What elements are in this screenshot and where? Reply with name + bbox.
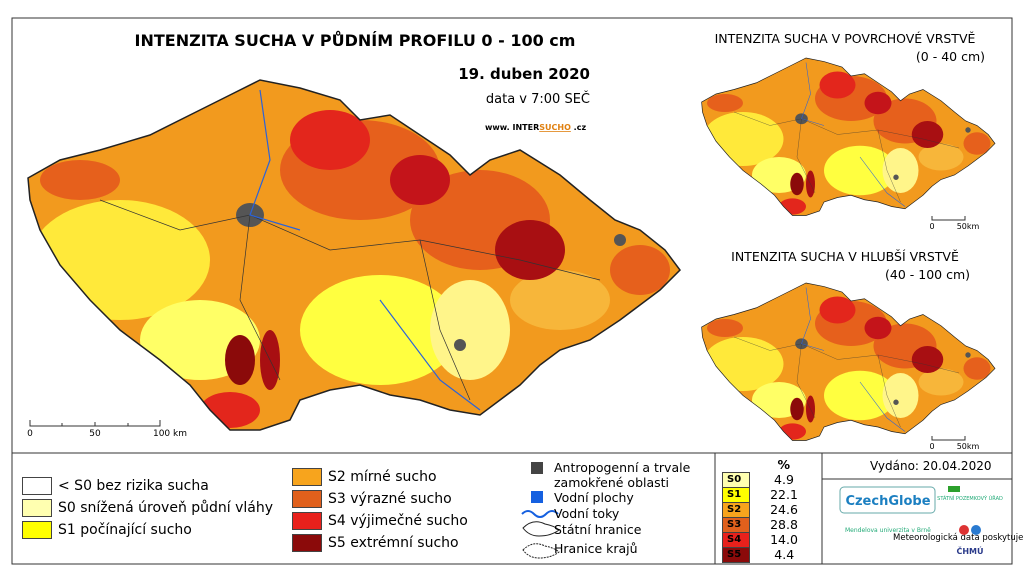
class-percent: 24.6 bbox=[770, 502, 798, 517]
class-code: S0 bbox=[722, 472, 750, 488]
inset-title: INTENZITA SUCHA V POVRCHOVÉ VRSTVĚ bbox=[715, 31, 976, 46]
website-part: SUCHO bbox=[539, 123, 571, 132]
symbol-label: Státní hranice bbox=[554, 522, 642, 537]
legend-label: S5 extrémní sucho bbox=[328, 535, 459, 551]
inset-subtitle: (0 - 40 cm) bbox=[916, 49, 985, 64]
inset-title: INTENZITA SUCHA V HLUBŠÍ VRSTVĚ bbox=[731, 249, 959, 264]
symbol-icons bbox=[521, 462, 560, 559]
class-code: S5 bbox=[722, 547, 750, 563]
legend-label: S3 výrazné sucho bbox=[328, 491, 452, 507]
logo: ČHMÚ bbox=[956, 545, 983, 556]
class-code: S1 bbox=[722, 487, 750, 503]
legend-label: S4 výjimečné sucho bbox=[328, 513, 468, 529]
logo: Mendelova univerzita v Brně bbox=[845, 527, 931, 534]
class-code: S2 bbox=[722, 502, 750, 518]
issued: Vydáno: 20.04.2020 bbox=[870, 459, 991, 473]
inset-map bbox=[698, 279, 1004, 446]
website: www. INTERSUCHO .cz bbox=[485, 123, 586, 132]
symbol-label: Vodní plochy bbox=[554, 490, 634, 505]
class-percent: 4.9 bbox=[774, 472, 794, 487]
symbol-label: Vodní toky bbox=[554, 506, 620, 521]
class-code: S4 bbox=[722, 532, 750, 548]
website-part: www. INTER bbox=[485, 123, 539, 132]
time: data v 7:00 SEČ bbox=[486, 91, 590, 107]
logo-box bbox=[839, 486, 936, 514]
percent-table: % S0 4.9 S1 22.1 S2 24.6 S3 28.8 S4 14.0 S5 4.… bbox=[722, 458, 819, 563]
logo: Meteorologická data poskytuje: bbox=[893, 533, 1024, 543]
symbol-label: Hranice krajů bbox=[554, 541, 638, 556]
scale-bar: 0 50 100 km bbox=[27, 420, 187, 439]
legend-item: S5 extrémní sucho bbox=[292, 534, 459, 552]
legend-item: S0 snížená úroveň půdní vláhy bbox=[22, 499, 273, 517]
legend-item: S2 mírné sucho bbox=[292, 468, 437, 486]
scale-label: 0 bbox=[929, 442, 934, 451]
legend-item: S4 výjimečné sucho bbox=[292, 512, 468, 530]
logo: STÁTNÍ POZEMKOVÝ ÚŘAD bbox=[937, 494, 1003, 502]
class-percent: 28.8 bbox=[770, 517, 798, 532]
legend-label: S2 mírné sucho bbox=[328, 469, 437, 485]
scale-label: 50 bbox=[89, 429, 101, 439]
inset-subtitle: (40 - 100 cm) bbox=[885, 267, 970, 282]
legend-item: < S0 bez rizika sucha bbox=[22, 477, 209, 495]
class-code: S3 bbox=[722, 517, 750, 533]
title: INTENZITA SUCHA V PŮDNÍM PROFILU 0 - 100… bbox=[135, 31, 576, 50]
symbol-label: Antropogenní a trvale zamokřené oblasti bbox=[554, 460, 691, 490]
table-header: % bbox=[777, 457, 791, 473]
legend-item: S1 počínající sucho bbox=[22, 521, 192, 539]
main-map bbox=[20, 70, 700, 440]
scale-label: 100 km bbox=[153, 429, 187, 439]
scale-label: 0 bbox=[27, 429, 33, 439]
logo: CzechGlobe bbox=[845, 494, 930, 509]
scale-label: 0 bbox=[929, 222, 934, 231]
legend-label: < S0 bez rizika sucha bbox=[58, 478, 209, 494]
inset-map bbox=[698, 54, 1004, 221]
legend-label: S0 snížená úroveň půdní vláhy bbox=[58, 500, 274, 516]
frame bbox=[11, 17, 1013, 565]
website-part: .cz bbox=[574, 123, 587, 132]
date: 19. duben 2020 bbox=[458, 65, 590, 83]
scale-label: 50km bbox=[957, 222, 980, 231]
scale-label: 50km bbox=[957, 442, 980, 451]
class-percent: 22.1 bbox=[770, 487, 798, 502]
legend-label: S1 počínající sucho bbox=[58, 522, 192, 538]
class-percent: 4.4 bbox=[774, 547, 795, 562]
legend-item: S3 výrazné sucho bbox=[292, 490, 452, 508]
class-percent: 14.0 bbox=[770, 532, 798, 547]
